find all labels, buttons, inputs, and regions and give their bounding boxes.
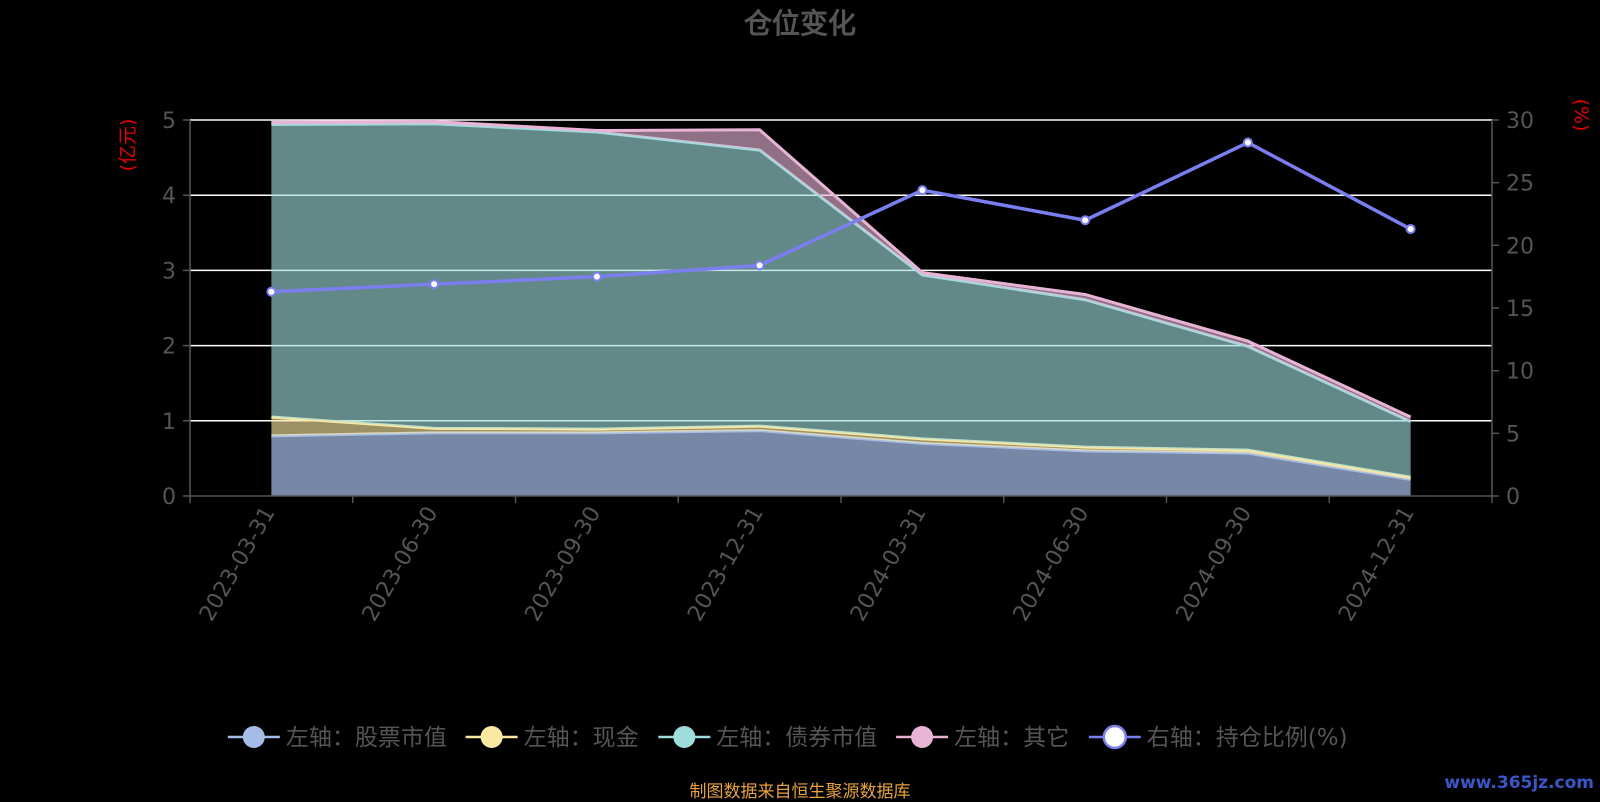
- x-tick-label: 2024-06-30: [1009, 503, 1095, 626]
- legend-marker-icon: [480, 726, 503, 748]
- line-series: [266, 137, 1416, 297]
- chart-title: 仓位变化: [744, 7, 856, 40]
- area-edge-3: [271, 120, 1412, 419]
- right-tick-label: 5: [1506, 422, 1520, 447]
- legend-marker-icon: [242, 726, 265, 748]
- left-tick-label: 4: [162, 184, 176, 209]
- right-tick-label: 15: [1506, 297, 1534, 322]
- right-axis-label: (%): [1570, 99, 1592, 132]
- right-tick-label: 10: [1506, 360, 1534, 385]
- legend[interactable]: 左轴：股票市值 左轴：现金 左轴：债券市值 左轴：其它 右轴：持仓比例(%): [227, 724, 1348, 751]
- area-fill-2: [271, 123, 1411, 478]
- left-tick-label: 5: [162, 109, 176, 134]
- watermark: www.365jz.com: [1444, 773, 1594, 793]
- left-tick-label: 3: [162, 259, 176, 284]
- legend-label: 左轴：其它: [954, 725, 1069, 751]
- left-axis-label: (亿元): [117, 119, 139, 172]
- legend-item[interactable]: 左轴：其它: [896, 725, 1069, 751]
- ratio-point[interactable]: [266, 286, 277, 297]
- legend-item[interactable]: 右轴：持仓比例(%): [1088, 724, 1348, 751]
- area-series: [271, 120, 1412, 496]
- x-tick-label: 2024-12-31: [1334, 503, 1420, 626]
- ratio-point[interactable]: [917, 185, 928, 196]
- legend-label: 左轴：股票市值: [286, 725, 447, 751]
- right-tick-label: 20: [1506, 234, 1534, 259]
- ratio-point[interactable]: [754, 260, 765, 271]
- area-fill-1: [271, 417, 1411, 480]
- legend-marker-icon: [911, 726, 934, 748]
- legend-label: 左轴：现金: [524, 725, 639, 751]
- right-tick-label: 30: [1506, 109, 1534, 134]
- area-fill-0: [271, 430, 1411, 496]
- right-tick-label: 0: [1506, 485, 1520, 510]
- x-tick-label: 2023-09-30: [520, 503, 606, 626]
- ratio-point[interactable]: [1080, 215, 1091, 226]
- x-tick-label: 2024-03-31: [846, 503, 932, 626]
- left-tick-label: 1: [162, 410, 176, 435]
- legend-marker-icon: [1102, 724, 1128, 750]
- legend-label: 左轴：债券市值: [716, 725, 877, 751]
- x-tick-label: 2023-06-30: [358, 503, 444, 626]
- legend-item[interactable]: 左轴：股票市值: [227, 725, 447, 751]
- legend-item[interactable]: 左轴：债券市值: [658, 725, 877, 751]
- x-tick-label: 2023-03-31: [195, 503, 281, 626]
- ratio-point[interactable]: [591, 271, 602, 282]
- ratio-point[interactable]: [1405, 224, 1416, 235]
- legend-label: 右轴：持仓比例(%): [1147, 725, 1348, 751]
- ratio-point[interactable]: [1242, 137, 1253, 148]
- legend-item[interactable]: 左轴：现金: [465, 725, 639, 751]
- right-tick-label: 25: [1506, 172, 1534, 197]
- ratio-point[interactable]: [429, 279, 440, 290]
- source-note: 制图数据来自恒生聚源数据库: [689, 782, 911, 802]
- legend-marker-icon: [673, 726, 696, 748]
- x-tick-label: 2024-09-30: [1171, 503, 1257, 626]
- left-tick-label: 2: [162, 335, 176, 360]
- ratio-line: [271, 140, 1412, 294]
- left-tick-label: 0: [162, 485, 176, 510]
- x-tick-label: 2023-12-31: [683, 503, 769, 626]
